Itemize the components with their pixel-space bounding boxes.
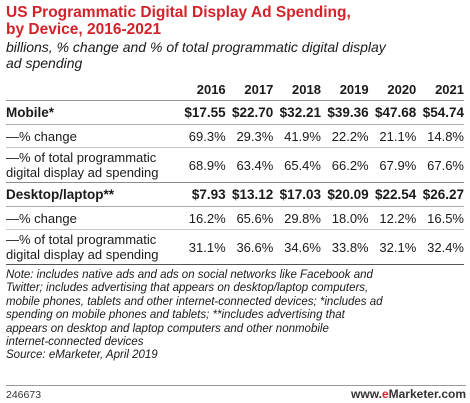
footnote-line: mobile phones, tablets and other interne…: [6, 295, 383, 308]
table-cell: 67.9%: [368, 147, 417, 183]
table-cell: 32.4%: [416, 229, 464, 265]
table-cell: 65.4%: [273, 147, 321, 183]
table-cell: $22.54: [368, 182, 417, 207]
table-cell: $26.27: [416, 182, 464, 207]
table-cell: 18.0%: [320, 206, 369, 230]
row-label: Mobile*: [6, 100, 178, 125]
row-label-line-2: digital display ad spending: [6, 247, 159, 262]
row-label: —% of total programmatic digital display…: [6, 147, 178, 183]
brand-rest: Marketer.com: [388, 387, 466, 401]
row-label-line-2: digital display ad spending: [6, 165, 159, 180]
subtitle-line-1: billions, % change and % of total progra…: [6, 39, 386, 55]
footer-bar: 246673 www.eMarketer.com: [6, 385, 466, 402]
table-cell: $39.36: [320, 100, 369, 125]
table-row-mobile-change: —% change 69.3% 29.3% 41.9% 22.2% 21.1% …: [6, 124, 464, 148]
header-row: 2016 2017 2018 2019 2020 2021: [6, 75, 464, 101]
data-table: 2016 2017 2018 2019 2020 2021 Mobile* $1…: [6, 75, 464, 265]
table-cell: $22.70: [225, 100, 274, 125]
footnote-line: internet-connected devices: [6, 336, 144, 349]
table-cell: $54.74: [416, 100, 464, 125]
table-cell: 63.4%: [225, 147, 274, 183]
table-cell: 29.3%: [225, 124, 274, 148]
footnote-line: appears on desktop and laptop computers …: [6, 322, 329, 335]
table-cell: 12.2%: [368, 206, 417, 230]
table-cell: $17.55: [178, 100, 226, 125]
title-line-2: by Device, 2016-2021: [6, 21, 162, 38]
table-row-desktop: Desktop/laptop** $7.93 $13.12 $17.03 $20…: [6, 182, 464, 207]
column-header: 2020: [368, 75, 417, 101]
footnote: Note: includes native ads and ads on soc…: [6, 269, 466, 349]
table-cell: 36.6%: [225, 229, 274, 265]
table-cell: 34.6%: [273, 229, 321, 265]
table-cell: $47.68: [368, 100, 417, 125]
source-line: Source: eMarketer, April 2019: [6, 349, 158, 362]
table-cell: 22.2%: [320, 124, 369, 148]
subtitle-line-2: ad spending: [6, 55, 83, 71]
table-cell: 65.6%: [225, 206, 274, 230]
column-header: 2019: [320, 75, 369, 101]
footnote-line: spending on mobile phones and tablets; *…: [6, 309, 345, 322]
table-cell: 69.3%: [178, 124, 226, 148]
chart-subtitle: billions, % change and % of total progra…: [6, 39, 466, 71]
chart-title: US Programmatic Digital Display Ad Spend…: [6, 4, 466, 38]
row-label: —% of total programmatic digital display…: [6, 229, 178, 265]
row-label-line-1: —% of total programmatic: [6, 150, 157, 165]
table-cell: 29.8%: [273, 206, 321, 230]
table-cell: 16.2%: [178, 206, 226, 230]
chart-id: 246673: [6, 389, 42, 401]
row-label: —% change: [6, 206, 178, 230]
brand-link[interactable]: www.eMarketer.com: [351, 387, 466, 401]
footnote-line: Twitter; includes advertising that appea…: [6, 282, 369, 295]
brand-e: e: [381, 387, 389, 401]
row-label: Desktop/laptop**: [6, 182, 178, 207]
table-cell: 66.2%: [320, 147, 369, 183]
title-line-1: US Programmatic Digital Display Ad Spend…: [6, 4, 351, 21]
table-cell: $20.09: [320, 182, 369, 207]
table-cell: 14.8%: [416, 124, 464, 148]
table-cell: $13.12: [225, 182, 274, 207]
chart-container: US Programmatic Digital Display Ad Spend…: [6, 4, 466, 362]
column-header: 2016: [178, 75, 226, 101]
table-cell: 31.1%: [178, 229, 226, 265]
table-cell: 67.6%: [416, 147, 464, 183]
table-row-desktop-share: —% of total programmatic digital display…: [6, 229, 464, 265]
table-cell: 41.9%: [273, 124, 321, 148]
column-header: 2021: [416, 75, 464, 101]
table-cell: 33.8%: [320, 229, 369, 265]
table-cell: $17.03: [273, 182, 321, 207]
row-label-line-1: —% of total programmatic: [6, 232, 157, 247]
column-header: 2017: [225, 75, 274, 101]
table-row-mobile: Mobile* $17.55 $22.70 $32.21 $39.36 $47.…: [6, 100, 464, 125]
brand-prefix: www.: [351, 387, 382, 401]
table-cell: 21.1%: [368, 124, 417, 148]
footnote-line: Note: includes native ads and ads on soc…: [6, 269, 373, 281]
table-cell: 16.5%: [416, 206, 464, 230]
table-cell: 68.9%: [178, 147, 226, 183]
table-cell: 32.1%: [368, 229, 417, 265]
table-cell: $32.21: [273, 100, 321, 125]
column-header: 2018: [273, 75, 321, 101]
table-cell: $7.93: [178, 182, 226, 207]
table-row-mobile-share: —% of total programmatic digital display…: [6, 147, 464, 183]
row-label: —% change: [6, 124, 178, 148]
header-corner: [6, 75, 178, 101]
table-row-desktop-change: —% change 16.2% 65.6% 29.8% 18.0% 12.2% …: [6, 206, 464, 230]
